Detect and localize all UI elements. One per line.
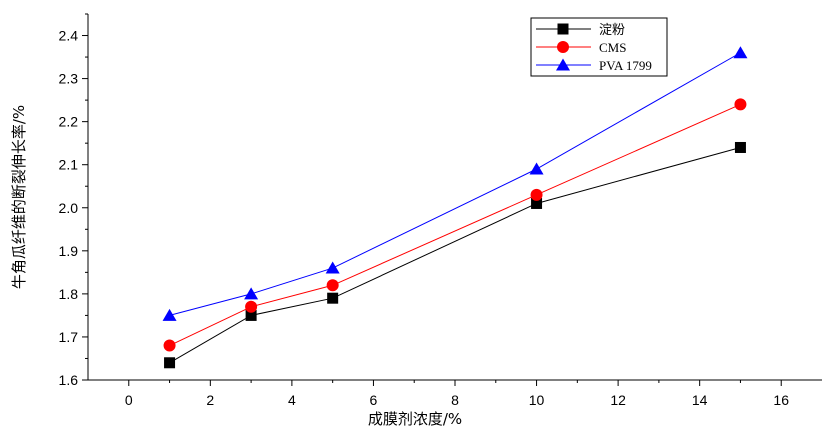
data-point (529, 162, 544, 175)
y-tick-label: 1.9 (59, 243, 79, 259)
legend-label: CMS (599, 40, 626, 55)
legend-label: 淀粉 (599, 23, 625, 38)
y-tick-label: 1.8 (59, 286, 79, 302)
data-point (245, 309, 257, 321)
y-tick-label: 2.4 (59, 28, 79, 44)
y-tick-label: 2.0 (59, 200, 79, 216)
series-line (169, 52, 741, 316)
y-tick-label: 1.6 (59, 372, 79, 388)
data-point (531, 197, 543, 209)
legend: 淀粉 CMS PVA 1799 (530, 17, 668, 77)
x-tick-label: 14 (692, 392, 708, 408)
legend-marker (557, 23, 569, 35)
data-point (734, 141, 746, 153)
data-point (163, 339, 176, 352)
legend-marker (556, 58, 570, 71)
series-2 (162, 46, 748, 321)
x-tick-label: 10 (529, 392, 545, 408)
series-0 (164, 141, 746, 369)
data-point (245, 300, 258, 313)
data-point (162, 308, 177, 321)
data-point (327, 292, 339, 304)
data-point (326, 279, 339, 292)
legend-marker (557, 41, 569, 53)
x-tick-label: 4 (288, 392, 296, 408)
x-axis-title: 成膜剂浓度/% (368, 410, 462, 428)
legend-label: PVA 1799 (599, 58, 652, 73)
series-group (162, 46, 748, 369)
y-tick-label: 2.1 (59, 157, 79, 173)
data-point (325, 261, 340, 274)
y-axis-title: 牛角瓜纤维的断裂伸长率/% (10, 105, 28, 289)
axes: 0 2 4 6 8 10 12 14 16 1.6 1.7 1.8 1.9 2.0 2.1 2.2 2.3 2.4… (10, 13, 822, 428)
y-tick-label: 2.2 (59, 114, 79, 130)
data-point (244, 287, 259, 300)
data-point (164, 357, 176, 369)
x-tick-label: 16 (773, 392, 789, 408)
x-tick-label: 12 (610, 392, 626, 408)
x-tick-label: 8 (451, 392, 459, 408)
x-tick-label: 6 (370, 392, 378, 408)
data-point (734, 98, 747, 111)
y-tick-label: 2.3 (59, 71, 79, 87)
series-line (169, 147, 741, 364)
x-tick-label: 2 (206, 392, 214, 408)
series-1 (163, 98, 747, 352)
y-tick-label: 1.7 (59, 329, 79, 345)
data-point (733, 46, 748, 59)
data-point (530, 188, 543, 201)
x-tick-label: 0 (125, 392, 133, 408)
